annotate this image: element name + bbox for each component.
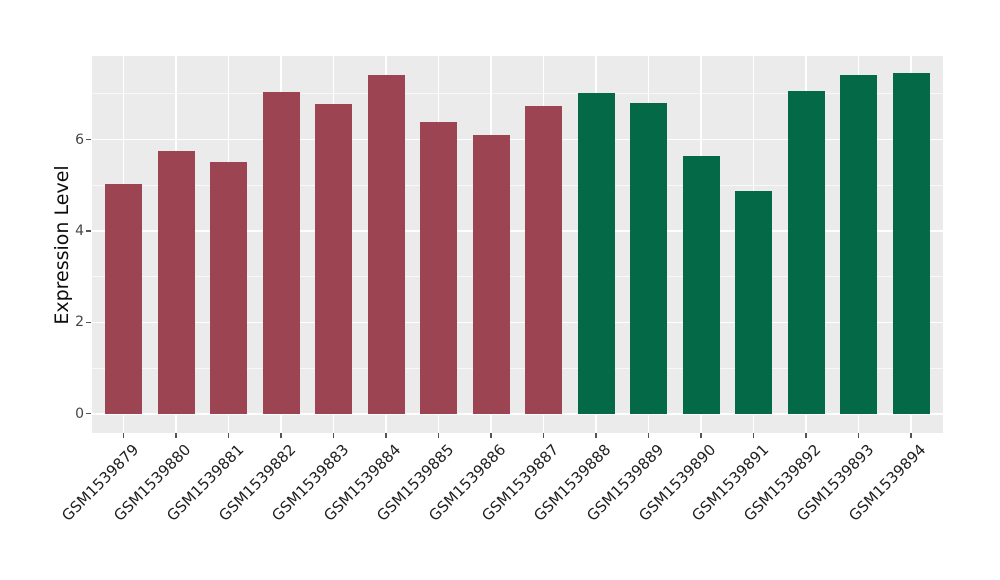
bar-GSM1539879 [105,183,142,414]
bar-GSM1539894 [892,73,930,414]
x-tick-mark [700,433,702,438]
x-tick-mark [490,433,492,438]
x-tick-mark [437,433,440,438]
bar-GSM1539882 [262,91,300,414]
x-tick-mark [805,433,807,438]
gridline-major-h [92,138,943,141]
x-tick-mark [122,433,125,438]
plot-panel [92,56,943,433]
x-tick-mark [595,433,597,438]
gridline-minor-h [92,184,943,186]
y-tick-label: 0 [75,405,84,422]
x-tick-mark [332,433,335,438]
x-tick-mark [857,433,860,438]
y-tick-mark [86,413,91,415]
y-tick-mark [86,230,91,232]
x-tick-mark [910,433,912,438]
x-tick-mark [175,433,177,438]
bar-GSM1539886 [472,135,510,414]
bar-GSM1539893 [840,75,877,414]
y-axis-title: Expression Level [51,165,73,325]
bar-GSM1539884 [367,74,405,414]
bar-GSM1539890 [682,155,720,414]
y-tick-label: 6 [75,131,84,148]
x-tick-mark [647,433,650,438]
bar-GSM1539885 [420,121,457,414]
y-tick-label: 4 [75,223,84,240]
y-tick-mark [86,321,91,323]
bar-GSM1539881 [210,161,247,414]
bar-GSM1539891 [735,191,772,414]
x-tick-mark [280,433,282,438]
bar-GSM1539892 [787,90,825,414]
bar-GSM1539883 [315,103,352,414]
gridline-major-h [92,413,943,415]
gridline-minor-h [92,93,943,95]
x-tick-mark [752,433,755,438]
bar-GSM1539880 [157,150,195,414]
bar-GSM1539889 [630,102,667,414]
gridline-major-h [92,321,943,324]
bar-GSM1539888 [577,92,615,414]
bar-GSM1539887 [525,106,562,414]
y-tick-mark [86,139,91,141]
x-tick-mark [542,433,545,438]
gridline-major-h [92,230,943,232]
gridline-minor-h [92,367,943,369]
y-tick-label: 2 [75,314,84,331]
x-tick-mark [385,433,387,438]
gridline-minor-h [92,276,943,278]
x-tick-mark [227,433,230,438]
